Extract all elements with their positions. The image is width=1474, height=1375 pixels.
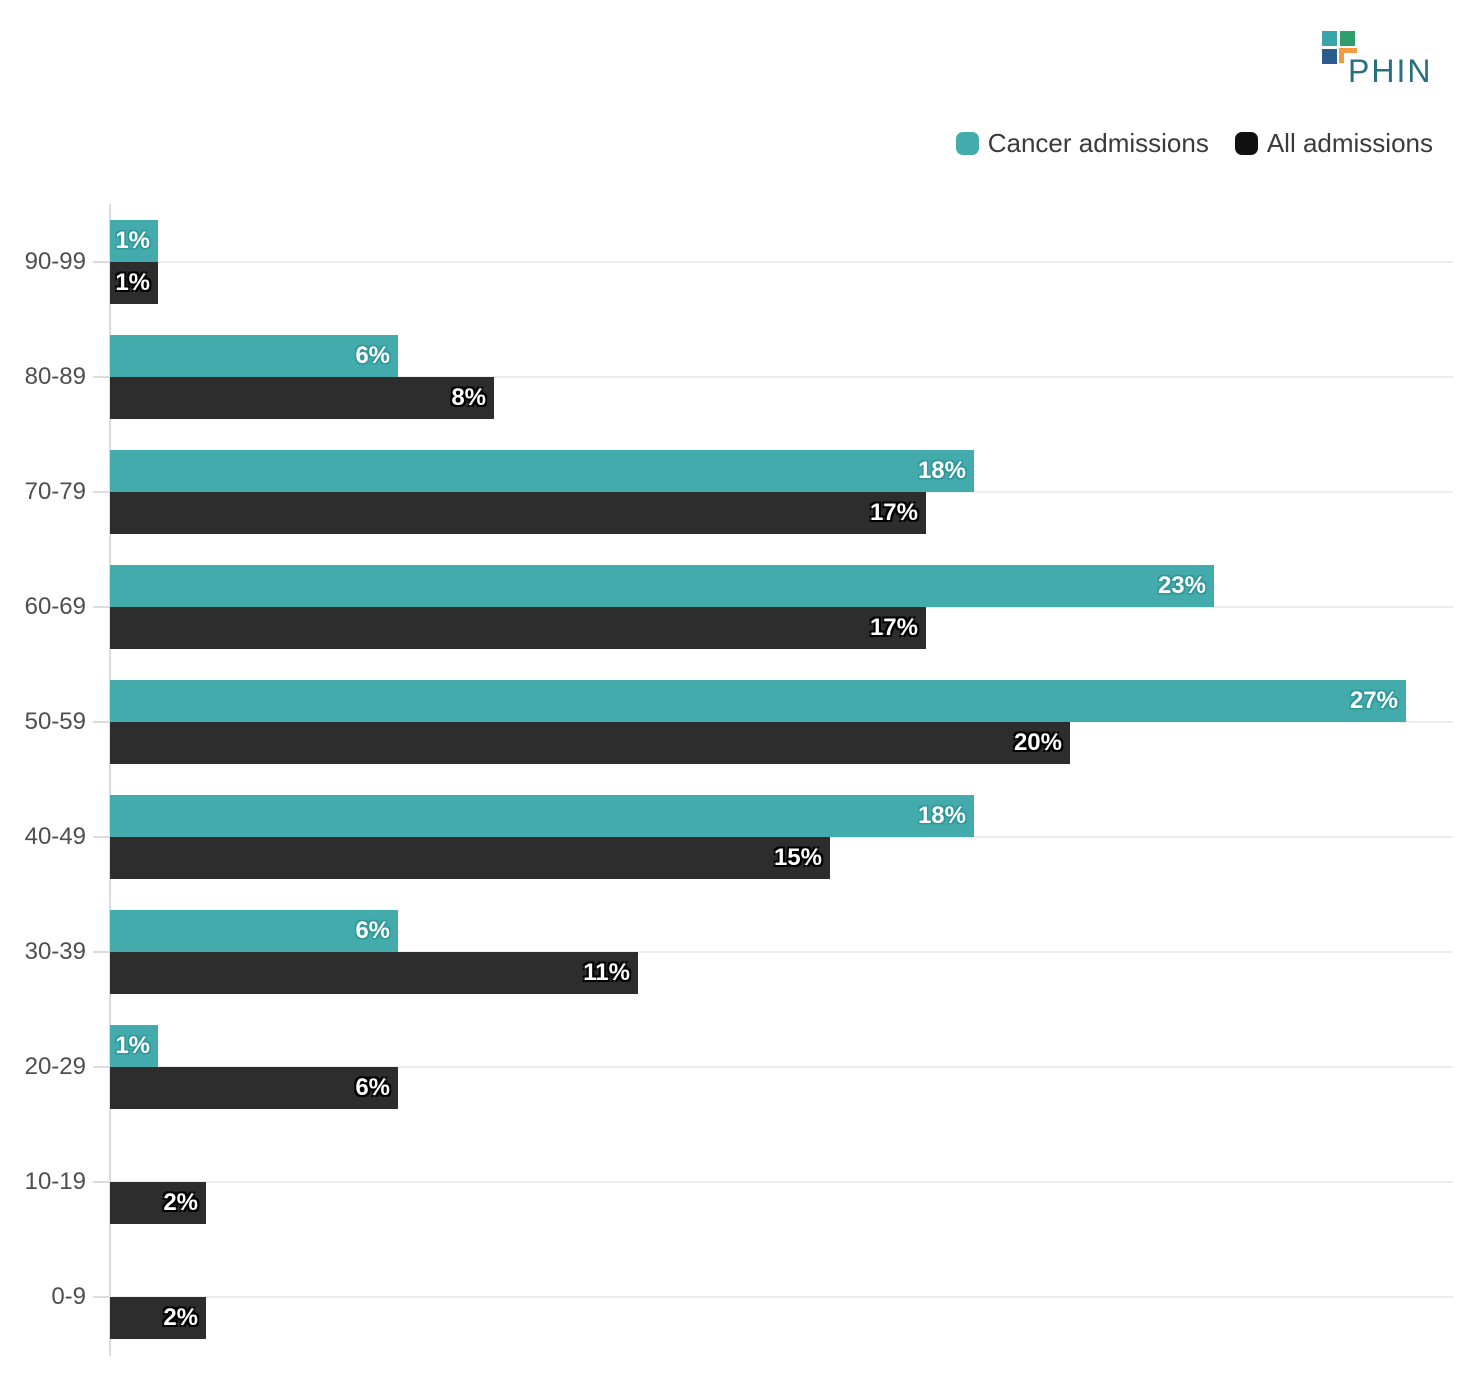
chart-row-50-59: 50-59 27% 20%	[0, 664, 1474, 779]
bar-all-30-39: 11%	[110, 952, 638, 994]
bar-cancer-50-59: 27%	[110, 680, 1406, 722]
y-axis-tick	[93, 721, 109, 723]
bar-value-label: 20%	[1013, 729, 1062, 756]
legend-item-all-admissions: All admissions	[1234, 128, 1433, 158]
bar-value-label: 1%	[115, 227, 150, 254]
logo-square-green-icon	[1340, 31, 1355, 46]
category-label-60-69: 60-69	[24, 592, 86, 620]
category-label-70-79: 70-79	[24, 477, 86, 505]
category-label-0-9: 0-9	[51, 1282, 86, 1310]
bar-cancer-80-89: 6%	[110, 335, 398, 377]
legend-swatch-all-admissions	[1234, 131, 1258, 155]
category-label-20-29: 20-29	[24, 1052, 86, 1080]
bar-all-60-69: 17%	[110, 607, 926, 649]
bar-all-80-89: 8%	[110, 377, 494, 419]
chart-row-30-39: 30-39 6% 11%	[0, 894, 1474, 1009]
category-label-30-39: 30-39	[24, 937, 86, 965]
chart-row-90-99: 90-99 1% 1%	[0, 204, 1474, 319]
plot-area: 90-99 1% 1% 80-89 6% 8% 70-79 18% 17% 60-69 23% 17%…	[0, 204, 1474, 1356]
y-axis-tick	[93, 951, 109, 953]
chart-row-60-69: 60-69 23% 17%	[0, 549, 1474, 664]
legend-label-cancer-admissions: Cancer admissions	[987, 128, 1209, 158]
bar-all-0-9: 2%	[110, 1297, 206, 1339]
chart-row-70-79: 70-79 18% 17%	[0, 434, 1474, 549]
y-axis-tick	[93, 261, 109, 263]
y-axis-line	[109, 204, 111, 1356]
bar-value-label: 11%	[583, 959, 630, 986]
bar-all-10-19: 2%	[110, 1182, 206, 1224]
bar-value-label: 6%	[355, 1074, 390, 1101]
bar-value-label: 23%	[1157, 572, 1206, 599]
gridline	[110, 1296, 1453, 1298]
bar-all-70-79: 17%	[110, 492, 926, 534]
logo-square-teal-icon	[1322, 31, 1337, 46]
bar-cancer-70-79: 18%	[110, 450, 974, 492]
legend-label-all-admissions: All admissions	[1266, 128, 1433, 158]
bar-value-label: 1%	[115, 1032, 150, 1059]
chart-row-40-49: 40-49 18% 15%	[0, 779, 1474, 894]
bar-value-label: 27%	[1349, 687, 1398, 714]
category-label-90-99: 90-99	[24, 247, 86, 275]
chart-row-10-19: 10-19 2%	[0, 1124, 1474, 1239]
logo-square-blue-icon	[1322, 49, 1337, 64]
bar-value-label: 2%	[163, 1189, 198, 1216]
category-label-40-49: 40-49	[24, 822, 86, 850]
y-axis-tick	[93, 376, 109, 378]
chart-row-0-9: 0-9 2%	[0, 1239, 1474, 1354]
y-axis-tick	[93, 1296, 109, 1298]
y-axis-tick	[93, 836, 109, 838]
y-axis-tick	[93, 491, 109, 493]
bar-cancer-60-69: 23%	[110, 565, 1214, 607]
y-axis-tick	[93, 1066, 109, 1068]
category-label-10-19: 10-19	[24, 1167, 86, 1195]
gridline	[110, 951, 1453, 953]
bar-cancer-40-49: 18%	[110, 795, 974, 837]
y-axis-tick	[93, 1181, 109, 1183]
bar-value-label: 18%	[917, 802, 966, 829]
chart-row-20-29: 20-29 1% 6%	[0, 1009, 1474, 1124]
bar-all-40-49: 15%	[110, 837, 830, 879]
bar-value-label: 2%	[163, 1304, 198, 1331]
bar-value-label: 8%	[451, 384, 486, 411]
category-label-50-59: 50-59	[24, 707, 86, 735]
bar-value-label: 6%	[355, 917, 390, 944]
bar-value-label: 6%	[355, 342, 390, 369]
bar-cancer-30-39: 6%	[110, 910, 398, 952]
legend-item-cancer-admissions: Cancer admissions	[955, 128, 1209, 158]
bar-value-label: 17%	[869, 614, 918, 641]
chart-row-80-89: 80-89 6% 8%	[0, 319, 1474, 434]
bar-value-label: 17%	[869, 499, 918, 526]
phin-logo: PHIN	[1322, 31, 1472, 91]
bar-value-label: 1%	[115, 269, 150, 296]
gridline	[110, 1181, 1453, 1183]
bar-value-label: 18%	[917, 457, 966, 484]
legend: Cancer admissions All admissions	[955, 128, 1433, 158]
bar-cancer-90-99: 1%	[110, 220, 158, 262]
y-axis-tick	[93, 606, 109, 608]
bar-all-90-99: 1%	[110, 262, 158, 304]
gridline	[110, 376, 1453, 378]
logo-text: PHIN	[1348, 53, 1433, 89]
gridline	[110, 1066, 1453, 1068]
bar-all-20-29: 6%	[110, 1067, 398, 1109]
bar-cancer-20-29: 1%	[110, 1025, 158, 1067]
gridline	[110, 261, 1453, 263]
category-label-80-89: 80-89	[24, 362, 86, 390]
bar-all-50-59: 20%	[110, 722, 1070, 764]
logo-corner-orange-icon	[1339, 48, 1357, 63]
legend-swatch-cancer-admissions	[955, 131, 979, 155]
bar-value-label: 15%	[773, 844, 822, 871]
